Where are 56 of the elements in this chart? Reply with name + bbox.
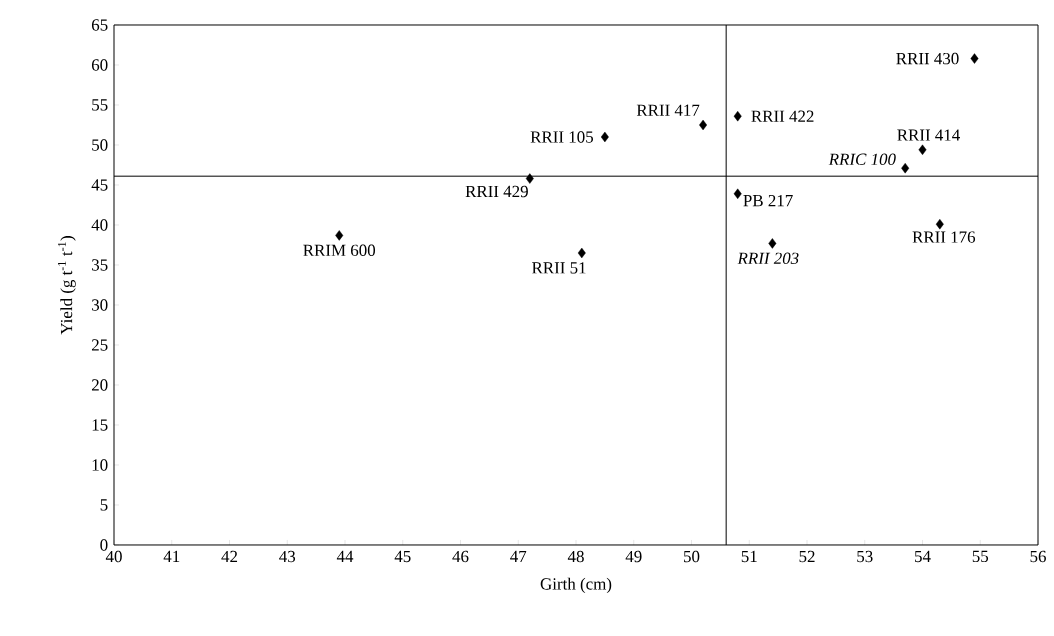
x-tick-label: 51 <box>741 550 757 563</box>
x-tick-label: 52 <box>799 550 815 563</box>
y-tick-label: 40 <box>91 219 108 231</box>
point <box>335 230 344 241</box>
x-tick-label: 54 <box>915 550 931 563</box>
x-tick-label: 48 <box>567 550 584 563</box>
y-axis-title: Yield (g t$^{-1}$ t$^{-1}$) <box>58 236 76 335</box>
x-tick-label: 47 <box>510 550 527 562</box>
x-tick-label: 41 <box>163 550 180 563</box>
y-tick-label: 45 <box>91 179 108 191</box>
y-tick-label: 0 <box>100 539 108 551</box>
x-axis-title: Girth (cm) <box>540 577 612 594</box>
series-label: RRII 176 <box>912 231 976 243</box>
y-tick-label: 30 <box>92 299 108 311</box>
y-tick-label: 25 <box>91 339 108 351</box>
series-label: RRII 51 <box>532 262 586 274</box>
point <box>577 247 586 259</box>
x-tick-label: 46 <box>452 550 469 563</box>
series-label: RRIC 100 <box>828 153 896 165</box>
series-label: RRII 429 <box>465 185 528 198</box>
y-tick-label: 60 <box>91 59 108 71</box>
series-label: RRII 417 <box>636 104 700 116</box>
series-label: RRII 430 <box>896 52 959 65</box>
point <box>733 110 742 122</box>
y-tick-label: 65 <box>91 19 108 31</box>
x-tick-label: 44 <box>336 550 354 562</box>
point <box>901 162 910 174</box>
y-tick-label: 50 <box>92 139 108 151</box>
y-tick-label: 10 <box>92 459 108 471</box>
y-tick-label: 15 <box>92 419 108 431</box>
series-label: RRII 414 <box>897 129 960 141</box>
point <box>935 218 944 230</box>
series-label: RRII 203 <box>737 252 799 265</box>
point <box>970 53 979 64</box>
x-tick-label: 50 <box>684 550 700 563</box>
x-tick-label: 45 <box>394 550 411 563</box>
x-tick-label: 56 <box>1030 550 1046 563</box>
y-tick-label: 55 <box>92 99 108 111</box>
x-tick-label: 49 <box>625 550 642 563</box>
point <box>768 238 777 249</box>
y-tick-label: 5 <box>100 499 108 511</box>
point <box>600 131 609 143</box>
point <box>699 119 708 131</box>
series-label: PB 217 <box>743 194 793 207</box>
y-tick-label: 35 <box>92 259 108 271</box>
x-tick-label: 42 <box>221 550 238 563</box>
point <box>525 173 534 184</box>
x-tick-label: 43 <box>279 550 296 563</box>
y-tick-label: 20 <box>91 379 108 391</box>
x-tick-label: 55 <box>972 550 989 563</box>
point <box>918 144 927 155</box>
point <box>733 188 742 199</box>
x-tick-label: 53 <box>857 550 873 563</box>
series-label: RRII 105 <box>530 131 594 143</box>
series-label: RRII 422 <box>751 110 814 122</box>
series-label: RRIM 600 <box>303 244 376 257</box>
